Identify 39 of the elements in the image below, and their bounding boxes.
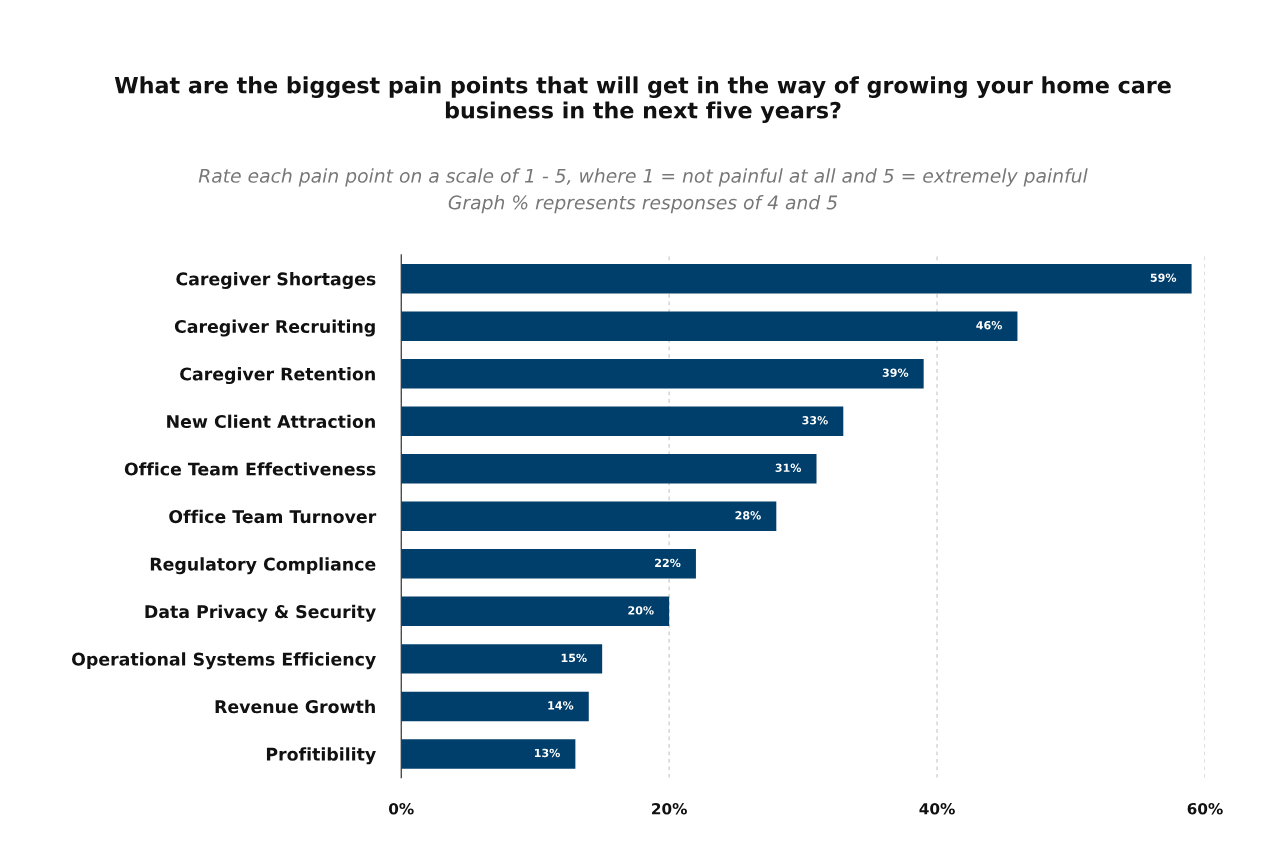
data-label: 13%	[534, 748, 560, 758]
data-label: 31%	[775, 463, 802, 472]
y-tick-label: Office Team Effectiveness	[124, 462, 376, 476]
y-tick-label: Revenue Growth	[215, 699, 375, 714]
bar	[401, 454, 817, 484]
data-label: 39%	[882, 368, 909, 377]
bar	[401, 311, 1018, 341]
bar	[401, 358, 924, 389]
data-label: 14%	[548, 701, 574, 710]
chart-title: What are the biggest pain points that will get in the way of growing your home care business in the next five years?	[114, 76, 1171, 124]
bar	[401, 691, 589, 722]
bar	[401, 549, 696, 579]
y-tick-label: Caregiver Recruiting	[174, 319, 375, 337]
bar	[401, 644, 603, 674]
y-tick-label: Profitibility	[266, 747, 376, 765]
bar	[401, 501, 777, 532]
data-label: 59%	[1150, 273, 1177, 282]
data-label: 20%	[628, 606, 654, 615]
y-tick-label: Operational Systems Efficiency	[72, 652, 376, 670]
y-tick-label: Data Privacy & Security	[145, 604, 376, 622]
y-tick-label: Office Team Turnover	[169, 509, 377, 524]
bar	[401, 596, 670, 627]
x-tick-label: 40%	[919, 802, 955, 815]
data-label: 46%	[976, 321, 1003, 330]
x-tick-label: 20%	[652, 802, 687, 815]
bar	[401, 739, 576, 769]
data-label: 15%	[561, 653, 587, 663]
chart-subtitle: Rate each pain point on a scale of 1 - 5, where 1 = not painful at all and 5 = extremely painful Graph % represents responses of 4 and 5	[198, 168, 1088, 214]
y-tick-label: New Client Attraction	[167, 414, 375, 429]
x-tick-label: 60%	[1187, 802, 1223, 815]
data-label: 33%	[802, 416, 828, 425]
x-tick-label: 0%	[388, 802, 414, 815]
y-tick-label: Regulatory Compliance	[150, 557, 376, 575]
bar	[401, 263, 1192, 294]
bar	[401, 406, 844, 436]
y-tick-label: Caregiver Retention	[180, 367, 375, 385]
data-label: 22%	[655, 558, 681, 568]
y-tick-label: Caregiver Shortages	[176, 272, 376, 289]
data-label: 28%	[735, 511, 761, 520]
